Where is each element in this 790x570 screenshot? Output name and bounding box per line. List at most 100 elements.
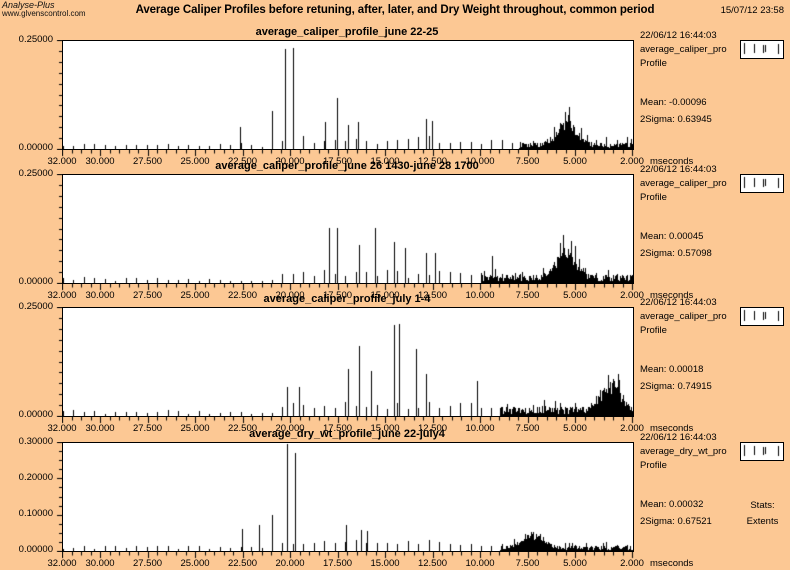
x-tick-label: 5.000	[563, 290, 587, 301]
panel-profile-label-2: Profile	[640, 192, 667, 203]
panel-timestamp-1: 22/06/12 16:44:03	[640, 30, 717, 41]
x-tick-label: 27.500	[132, 156, 163, 167]
chart-panel-3: average_caliper_profile_july 1-4 0.25000 0…	[0, 293, 790, 435]
profile-trace-2	[63, 175, 633, 283]
x-tick-label: 7.500	[515, 423, 540, 434]
x-tick-label: 30.000	[85, 423, 115, 434]
x-tick-label: 30.000	[85, 290, 115, 301]
chart-panel-1: average_caliper_profile_june 22-25 0.2500…	[0, 26, 790, 168]
panel-timestamp-3: 22/06/12 16:44:03	[640, 297, 717, 308]
preview-thumbnail-1[interactable]	[740, 40, 784, 59]
x-tick-label: 27.500	[132, 423, 163, 434]
x-axis-ticks-1	[62, 150, 634, 158]
x-tick-label: 15.000	[370, 290, 400, 301]
y-tick-label: 0.00000	[18, 142, 53, 153]
x-tick-label: 10.000	[465, 156, 495, 167]
chart-title-1: average_caliper_profile_june 22-25	[255, 26, 439, 38]
y-tick-label: 0.00000	[18, 409, 53, 420]
panel-series-name-1: average_caliper_pro	[640, 44, 727, 55]
chart-panel-2: average_caliper_profile_june 26 1430-jun…	[0, 160, 790, 302]
y-tick-label: 0.30000	[18, 436, 53, 447]
panel-sigma-3: 2Sigma: 0.74915	[640, 381, 712, 392]
preview-thumbnail-4[interactable]	[740, 442, 784, 461]
x-tick-label: 32.000	[47, 290, 77, 301]
x-axis-unit-label: mseconds	[650, 558, 694, 569]
chart-title-4: average_dry_wt_profile_june 22-july4	[249, 428, 445, 440]
y-tick-label: 0.25000	[18, 168, 53, 179]
stats-extents-label: Extents	[746, 516, 779, 527]
panel-sigma-1: 2Sigma: 0.63945	[640, 114, 712, 125]
stats-label: Stats:	[750, 500, 775, 511]
x-tick-label: 12.500	[417, 290, 448, 301]
profile-trace-3	[63, 308, 633, 416]
panel-timestamp-2: 22/06/12 16:44:03	[640, 164, 717, 175]
x-tick-label: 22.500	[227, 156, 258, 167]
chart-panel-4: average_dry_wt_profile_june 22-july4 0.30…	[0, 428, 790, 570]
x-tick-label: 17.500	[322, 423, 353, 434]
chart-title-3: average_caliper_profile_july 1-4	[263, 293, 431, 305]
x-tick-label: 22.500	[227, 423, 258, 434]
panel-series-name-3: average_caliper_pro	[640, 311, 727, 322]
brand-name: Analyse-Plus	[2, 0, 55, 10]
plot-area-1[interactable]	[62, 40, 634, 150]
y-tick-label: 0.00000	[18, 276, 53, 287]
y-tick-label: 0.00000	[18, 544, 53, 555]
x-tick-label: 2.000	[620, 423, 644, 434]
x-tick-label: 30.000	[85, 558, 115, 569]
x-axis-ticks-4	[62, 552, 634, 560]
x-tick-label: 12.500	[417, 558, 448, 569]
x-tick-label: 27.500	[132, 290, 163, 301]
y-tick-label: 0.20000	[18, 472, 53, 483]
x-tick-label: 20.000	[275, 156, 305, 167]
x-tick-label: 5.000	[563, 558, 587, 569]
panel-series-name-2: average_caliper_pro	[640, 178, 727, 189]
brand-url: www.glvenscontrol.com	[2, 9, 86, 19]
x-tick-label: 20.000	[275, 558, 305, 569]
profile-trace-1	[63, 41, 633, 149]
preview-thumbnail-trace	[741, 41, 783, 58]
panel-timestamp-4: 22/06/12 16:44:03	[640, 432, 717, 443]
panel-profile-label-4: Profile	[640, 460, 667, 471]
preview-thumbnail-trace	[741, 443, 783, 460]
x-tick-label: 32.000	[47, 558, 77, 569]
x-tick-label: 7.500	[515, 290, 540, 301]
x-tick-label: 25.000	[180, 423, 210, 434]
x-tick-label: 27.500	[132, 558, 163, 569]
x-tick-label: 25.000	[180, 290, 210, 301]
x-tick-label: 32.000	[47, 423, 77, 434]
y-tick-label: 0.25000	[18, 301, 53, 312]
x-tick-label: 17.500	[322, 156, 353, 167]
panel-mean-4: Mean: 0.00032	[640, 499, 704, 510]
x-tick-label: 25.000	[180, 558, 210, 569]
x-tick-label: 7.500	[515, 558, 540, 569]
x-tick-label: 2.000	[620, 558, 644, 569]
panel-mean-2: Mean: 0.00045	[640, 231, 704, 242]
x-tick-label: 2.000	[620, 156, 644, 167]
profile-trace-4	[63, 443, 633, 551]
y-axis-ticks-2	[56, 174, 63, 284]
preview-thumbnail-3[interactable]	[740, 307, 784, 326]
x-tick-label: 20.000	[275, 423, 305, 434]
x-tick-label: 10.000	[465, 558, 495, 569]
x-tick-label: 20.000	[275, 290, 305, 301]
plot-area-3[interactable]	[62, 307, 634, 417]
y-axis-ticks-1	[56, 40, 63, 150]
panel-profile-label-3: Profile	[640, 325, 667, 336]
plot-area-4[interactable]	[62, 442, 634, 552]
preview-thumbnail-2[interactable]	[740, 174, 784, 193]
x-axis-unit-label: mseconds	[650, 290, 694, 301]
header-timestamp: 15/07/12 23:58	[720, 5, 784, 16]
x-axis-unit-label: mseconds	[650, 156, 694, 167]
chart-title-2: average_caliper_profile_june 26 1430-jun…	[215, 160, 479, 172]
preview-thumbnail-trace	[741, 175, 783, 192]
plot-area-2[interactable]	[62, 174, 634, 284]
x-tick-label: 2.000	[620, 290, 644, 301]
x-tick-label: 12.500	[417, 423, 448, 434]
y-tick-label: 0.25000	[18, 34, 53, 45]
x-tick-label: 17.500	[322, 558, 353, 569]
x-tick-label: 22.500	[227, 558, 258, 569]
panel-series-name-4: average_dry_wt_pro	[640, 446, 727, 457]
x-tick-label: 17.500	[322, 290, 353, 301]
preview-thumbnail-trace	[741, 308, 783, 325]
